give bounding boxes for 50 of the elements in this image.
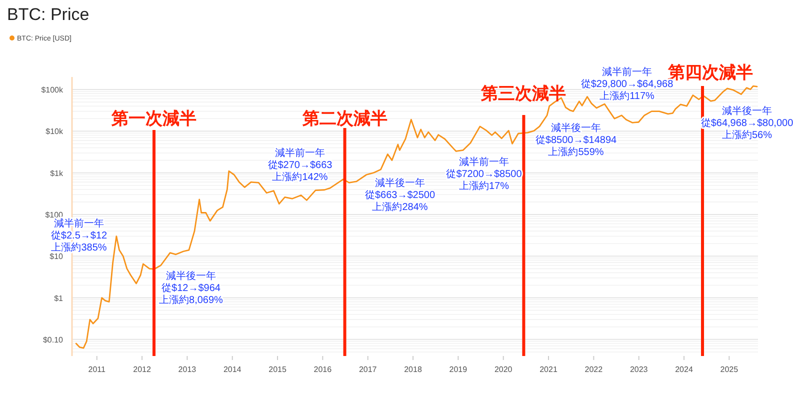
- x-tick-label: 2015: [268, 365, 287, 374]
- annotation: 減半後一年: [375, 177, 425, 189]
- ref-line-label: 第三次減半: [480, 84, 566, 103]
- annotation: 上漲約8,069%: [159, 294, 224, 306]
- x-tick-label: 2020: [494, 365, 513, 374]
- chart-title: BTC: Price: [7, 5, 90, 24]
- ref-line-label: 第一次減半: [110, 109, 197, 128]
- y-tick-label: $10: [50, 252, 64, 262]
- y-tick-label: $1k: [50, 168, 64, 178]
- annotation: 上漲約142%: [272, 171, 328, 183]
- annotation: 上漲約56%: [722, 129, 772, 141]
- annotation: 減半前一年: [54, 218, 104, 230]
- y-tick-label: $100: [45, 210, 64, 220]
- annotation: 上漲約559%: [548, 146, 604, 158]
- x-tick-label: 2023: [630, 365, 648, 374]
- x-tick-label: 2016: [314, 365, 332, 374]
- x-tick-label: 2012: [133, 365, 152, 374]
- x-tick-label: 2011: [88, 365, 106, 374]
- y-tick-label: $10k: [46, 127, 64, 136]
- x-tick-label: 2022: [584, 365, 604, 374]
- ref-line-label: 第二次減半: [301, 109, 388, 128]
- annotation: 從$12→$964: [162, 283, 221, 294]
- annotation: 上漲約17%: [458, 180, 510, 192]
- annotation: 從$29,800→$64,968: [580, 79, 674, 90]
- x-tick-label: 2025: [720, 365, 739, 374]
- y-tick-label: $1: [54, 294, 64, 303]
- annotation: 從$270→$663: [268, 160, 333, 171]
- x-tick-label: 2024: [675, 365, 694, 374]
- annotation: 上漲約385%: [51, 242, 107, 254]
- annotation: 減半後一年: [722, 105, 772, 117]
- x-tick-label: 2019: [449, 365, 468, 374]
- annotation: 減半前一年: [459, 156, 509, 168]
- x-tick-label: 2018: [404, 365, 422, 374]
- annotation: 減半後一年: [166, 270, 216, 282]
- annotation: 從$663→$2500: [364, 190, 436, 201]
- annotation: 從$8500→$14894: [535, 135, 618, 146]
- x-tick-label: 2021: [540, 365, 558, 374]
- annotation: 上漲約117%: [600, 90, 655, 102]
- annotation: 上漲約284%: [372, 201, 428, 213]
- x-tick-label: 2014: [223, 365, 242, 374]
- y-tick-label: $0.10: [42, 335, 64, 344]
- annotation: 減半前一年: [602, 66, 652, 78]
- x-tick-label: 2017: [358, 365, 378, 374]
- y-tick-label: $100k: [41, 86, 64, 95]
- annotation: 從$2.5→$12: [50, 230, 108, 242]
- x-tick-label: 2013: [178, 365, 197, 374]
- annotation: 減半後一年: [551, 122, 601, 134]
- ref-line-label: 第四次減半: [667, 63, 754, 82]
- annotation: 減半前一年: [275, 147, 325, 159]
- annotation: 從$7200→$8500: [446, 169, 522, 180]
